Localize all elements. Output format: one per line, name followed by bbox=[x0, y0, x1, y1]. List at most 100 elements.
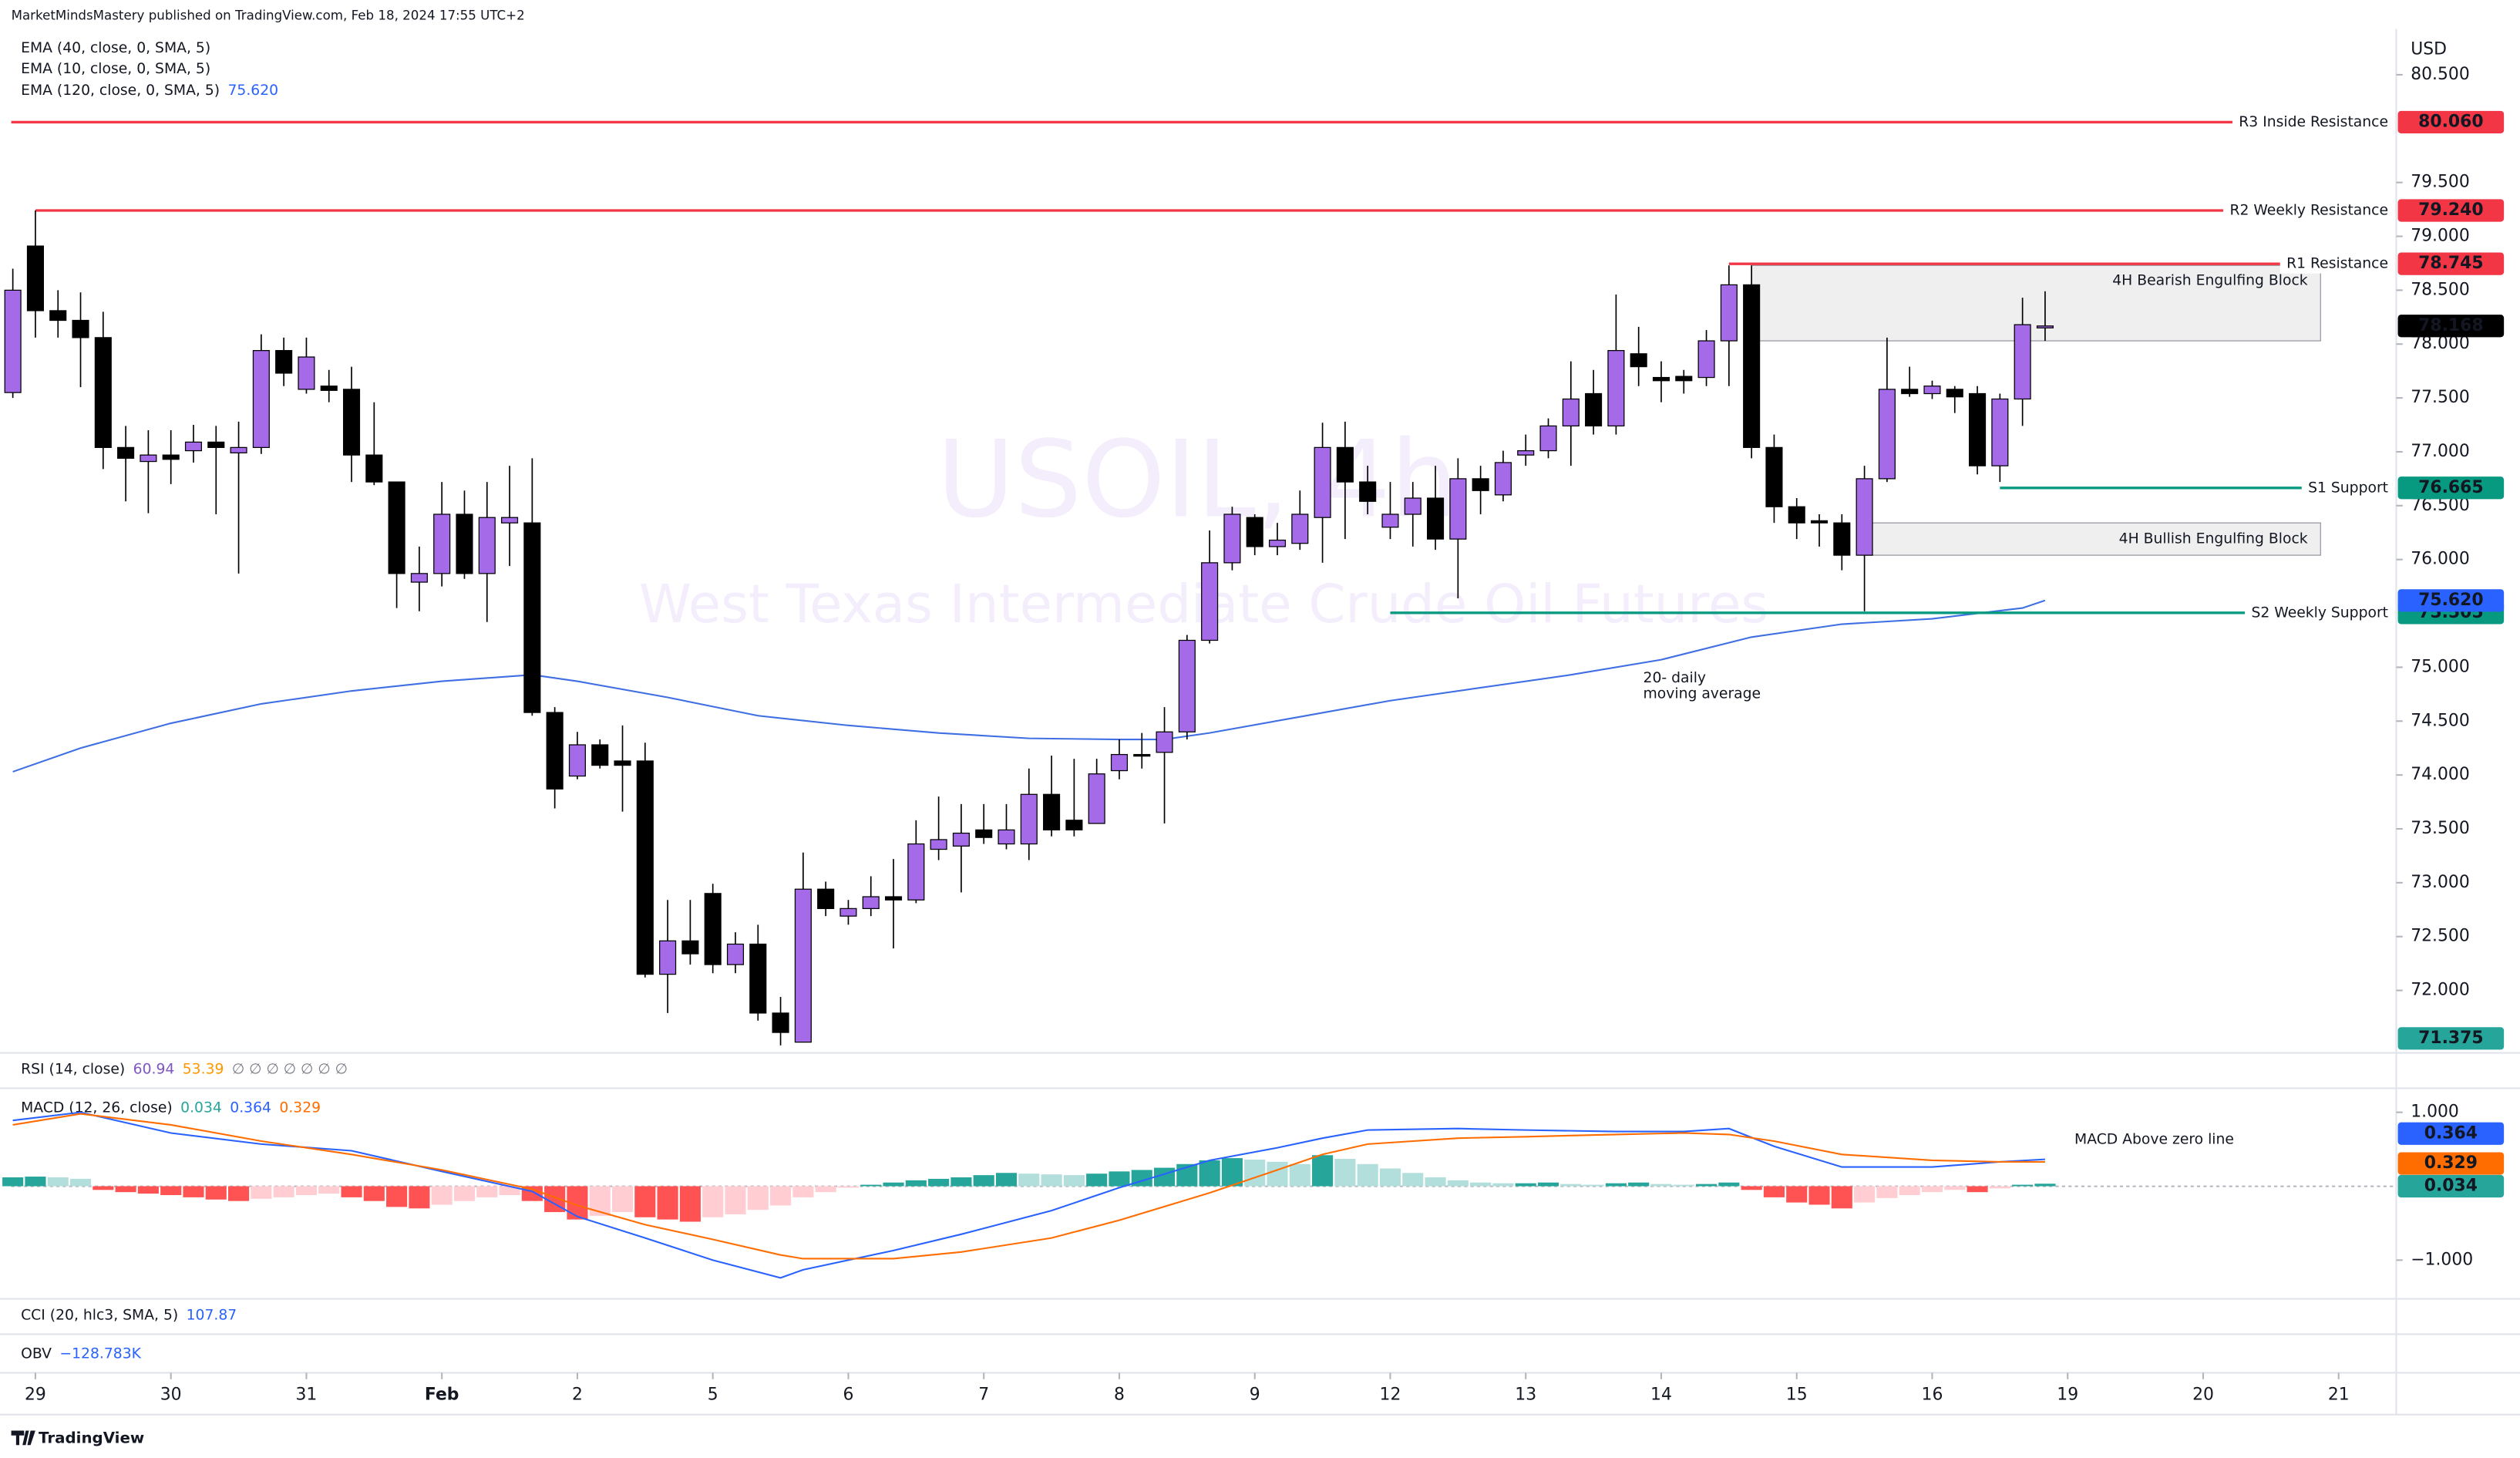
histogram-bar bbox=[205, 1186, 227, 1200]
candle-body bbox=[1110, 753, 1129, 772]
indicator-legend: EMA (10, close, 0, SMA, 5) bbox=[21, 61, 210, 77]
engulfing-zone bbox=[1863, 522, 2321, 556]
y-tick-label: 78.500 bbox=[2411, 280, 2470, 299]
candle-body bbox=[2036, 325, 2054, 328]
histogram-bar bbox=[1831, 1186, 1852, 1209]
candle-body bbox=[839, 907, 857, 917]
histogram-bar bbox=[1944, 1186, 1966, 1190]
histogram-bar bbox=[160, 1186, 182, 1196]
candle-body bbox=[1539, 425, 1557, 452]
candle-body bbox=[1246, 517, 1263, 547]
candle-body bbox=[1517, 450, 1535, 456]
y-tick-label: 73.500 bbox=[2411, 819, 2470, 838]
indicator-legend: EMA (120, close, 0, SMA, 5) 75.620 bbox=[21, 82, 278, 98]
level-label: R3 Inside Resistance bbox=[2239, 114, 2388, 130]
level-label: S1 Support bbox=[2308, 480, 2388, 496]
candle-body bbox=[749, 943, 767, 1014]
candle-body bbox=[94, 337, 112, 449]
histogram-bar bbox=[883, 1182, 904, 1187]
y-tick-label: 79.500 bbox=[2411, 173, 2470, 192]
obv-legend: OBV −128.783K bbox=[21, 1345, 142, 1362]
candle-body bbox=[1404, 497, 1421, 515]
histogram-bar bbox=[1583, 1184, 1604, 1187]
histogram-bar bbox=[1515, 1183, 1536, 1187]
annotation: MACD Above zero line bbox=[2074, 1132, 2234, 1148]
candle-body bbox=[952, 832, 970, 847]
candle-body bbox=[1697, 340, 1715, 379]
y-tick-label: 80.500 bbox=[2411, 65, 2470, 84]
candle-body bbox=[1765, 446, 1783, 507]
histogram-bar bbox=[1221, 1158, 1243, 1187]
histogram-bar bbox=[47, 1177, 69, 1187]
publisher: MarketMindsMastery published on TradingV… bbox=[12, 8, 525, 22]
histogram-bar bbox=[905, 1180, 927, 1187]
y-tick-label: 74.500 bbox=[2411, 711, 2470, 730]
ema-value: 75.620 bbox=[227, 82, 278, 98]
candle-body bbox=[1223, 513, 1241, 564]
candle-body bbox=[275, 350, 293, 374]
x-tick-label: 30 bbox=[160, 1386, 182, 1405]
price-label-box bbox=[2397, 1122, 2505, 1145]
candle-body bbox=[1043, 793, 1061, 831]
rsi-legend: RSI (14, close) 60.94 53.39 ∅ ∅ ∅ ∅ ∅ ∅ ∅ bbox=[21, 1061, 348, 1077]
histogram-bar bbox=[1854, 1186, 1876, 1203]
histogram-bar bbox=[1967, 1186, 1988, 1193]
price-label-box bbox=[2397, 1027, 2505, 1050]
candle-body bbox=[975, 829, 993, 838]
candle-body bbox=[659, 940, 677, 975]
obv-value: −128.783K bbox=[59, 1345, 141, 1362]
candle-body bbox=[230, 446, 247, 453]
histogram-bar bbox=[725, 1186, 746, 1214]
candle-body bbox=[1178, 639, 1196, 732]
histogram-bar bbox=[1808, 1186, 1830, 1205]
ema-name: EMA (120, close, 0, SMA, 5) bbox=[21, 82, 220, 98]
y-tick-label: 77.000 bbox=[2411, 442, 2470, 461]
candle-body bbox=[1359, 481, 1377, 502]
histogram-bar bbox=[1334, 1159, 1356, 1187]
candle-body bbox=[140, 454, 157, 463]
histogram-bar bbox=[431, 1186, 453, 1205]
candle-body bbox=[546, 712, 564, 790]
cci-value: 107.87 bbox=[187, 1307, 237, 1323]
candle-body bbox=[1088, 773, 1105, 824]
candle-body bbox=[1268, 539, 1287, 547]
candle-body bbox=[1923, 386, 1941, 395]
obv-title: OBV bbox=[21, 1345, 52, 1362]
candle-body bbox=[478, 517, 496, 574]
histogram-bar bbox=[1718, 1182, 1740, 1187]
level-label-bg bbox=[2232, 112, 2395, 132]
candle-body bbox=[1065, 820, 1083, 831]
candle-body bbox=[1878, 389, 1896, 480]
candle-body bbox=[184, 441, 203, 452]
histogram-bar bbox=[679, 1186, 701, 1222]
level-label-bg bbox=[2245, 603, 2395, 623]
candle-body bbox=[72, 319, 89, 338]
candle-body bbox=[1336, 446, 1354, 483]
candle-body bbox=[207, 441, 225, 449]
candle-body bbox=[884, 896, 903, 901]
histogram-bar bbox=[183, 1186, 204, 1197]
candle-body bbox=[1652, 376, 1670, 382]
histogram-bar bbox=[1041, 1174, 1062, 1187]
histogram-bar bbox=[1696, 1184, 1718, 1187]
histogram-bar bbox=[318, 1186, 340, 1194]
price-label-box bbox=[2397, 199, 2505, 222]
histogram-bar bbox=[476, 1186, 498, 1197]
histogram-bar bbox=[115, 1186, 136, 1193]
x-tick-label: 15 bbox=[1786, 1386, 1808, 1405]
histogram-bar bbox=[69, 1178, 92, 1187]
histogram-bar bbox=[747, 1186, 769, 1211]
histogram-bar bbox=[1289, 1163, 1310, 1187]
ema-line bbox=[12, 599, 2046, 773]
price-label: 0.329 bbox=[2424, 1153, 2478, 1173]
histogram-bar bbox=[837, 1186, 860, 1188]
candle-body bbox=[1991, 398, 2009, 466]
candle-body bbox=[388, 481, 405, 574]
level-label: S2 Weekly Support bbox=[2251, 604, 2388, 621]
y-tick-label: 77.500 bbox=[2411, 388, 2470, 407]
candle-body bbox=[681, 940, 699, 955]
x-tick-label: Feb bbox=[425, 1386, 459, 1405]
price-label-box bbox=[2397, 1152, 2505, 1175]
histogram-bar bbox=[657, 1186, 678, 1220]
